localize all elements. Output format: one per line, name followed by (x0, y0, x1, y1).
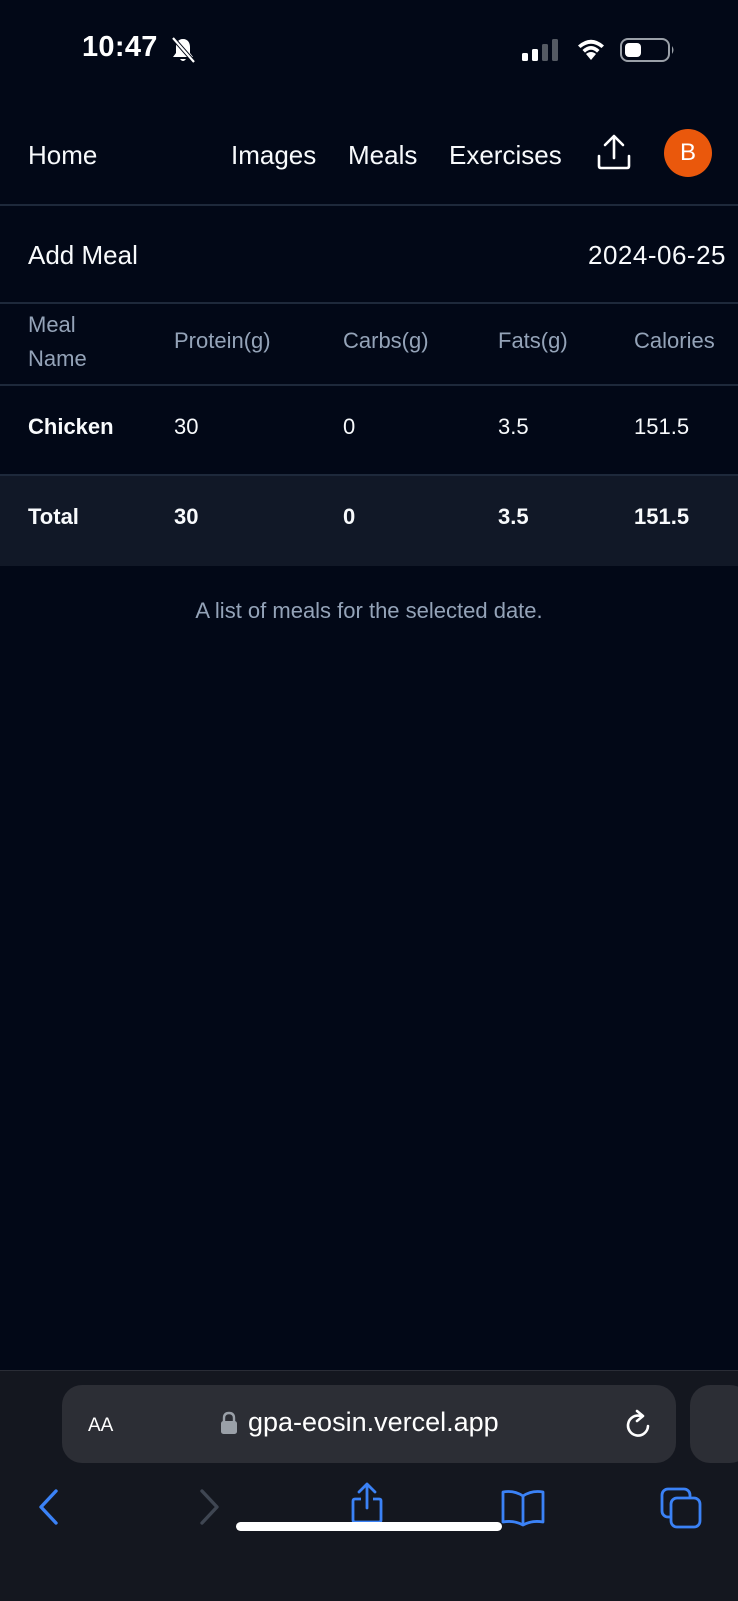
cell-fats: 3.5 (498, 414, 529, 439)
avatar[interactable]: B (664, 129, 712, 177)
lock-icon (221, 1411, 237, 1434)
table-row[interactable]: Chicken 30 0 3.5 151.5 (0, 386, 738, 476)
next-tab-preview[interactable] (690, 1385, 738, 1463)
home-indicator (236, 1522, 502, 1531)
nav-meals-link[interactable]: Meals (348, 140, 418, 170)
upload-icon[interactable] (596, 132, 632, 172)
table-total-row: Total 30 0 3.5 151.5 (0, 476, 738, 566)
table-caption: A list of meals for the selected date. (195, 598, 543, 623)
forward-icon[interactable] (196, 1487, 222, 1527)
total-fats: 3.5 (498, 504, 529, 529)
top-nav: Home Images Meals Exercises B (0, 118, 738, 206)
date-picker[interactable]: 2024-06-25 (588, 240, 726, 270)
total-label: Total (28, 504, 79, 529)
bookmarks-icon[interactable] (500, 1487, 546, 1527)
browser-bottom-bar: AA gpa-eosin.vercel.app (0, 1370, 738, 1601)
header-meal-name: Meal Name (28, 312, 87, 371)
cell-calories: 151.5 (634, 414, 690, 439)
battery-icon (620, 38, 674, 62)
meal-toolbar: Add Meal 2024-06-25 (0, 206, 738, 304)
total-carbs: 0 (343, 504, 356, 529)
status-time: 10:47 (82, 31, 158, 63)
header-calories: Calories (634, 328, 715, 353)
share-icon[interactable] (350, 1481, 384, 1525)
reload-icon[interactable] (624, 1407, 654, 1441)
meals-table: Meal Name Protein(g) Carbs(g) Fats(g) Ca… (0, 304, 738, 566)
cell-protein: 30 (174, 414, 199, 439)
cell-meal-name: Chicken (28, 414, 114, 439)
text-size-button[interactable]: AA (88, 1407, 113, 1438)
header-fats: Fats(g) (498, 328, 568, 353)
back-icon[interactable] (36, 1487, 62, 1527)
wifi-icon (578, 39, 604, 60)
nav-exercises-link[interactable]: Exercises (449, 140, 562, 170)
cell-carbs: 0 (343, 414, 356, 439)
url-text[interactable]: gpa-eosin.vercel.app (248, 1407, 499, 1437)
nav-home-link[interactable]: Home (28, 140, 98, 170)
header-carbs: Carbs(g) (343, 328, 429, 353)
total-protein: 30 (174, 504, 199, 529)
text-size-label: AA (88, 1415, 114, 1436)
add-meal-button[interactable]: Add Meal (28, 240, 138, 270)
bell-slash-icon (171, 36, 196, 64)
signal-icon (522, 39, 558, 61)
table-header: Meal Name Protein(g) Carbs(g) Fats(g) Ca… (0, 304, 738, 386)
header-protein: Protein(g) (174, 328, 271, 353)
address-bar[interactable]: AA gpa-eosin.vercel.app (62, 1385, 676, 1463)
tabs-icon[interactable] (660, 1487, 702, 1529)
nav-images-link[interactable]: Images (231, 140, 317, 170)
status-bar: 10:47 (0, 0, 738, 100)
total-calories: 151.5 (634, 504, 690, 529)
